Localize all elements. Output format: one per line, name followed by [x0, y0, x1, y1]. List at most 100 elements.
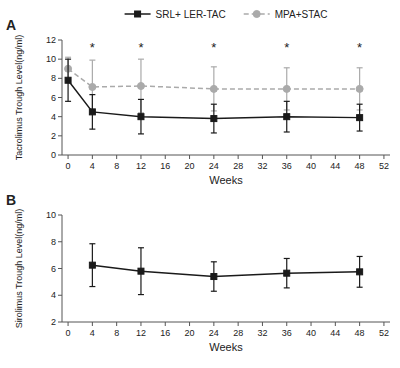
background — [0, 0, 400, 368]
x-tick — [383, 322, 384, 326]
y-tick — [58, 78, 62, 79]
x-tick-label: 24 — [209, 161, 219, 171]
error-bar — [89, 244, 95, 287]
point — [284, 270, 290, 276]
point — [356, 85, 363, 92]
plot-area — [65, 57, 364, 134]
x-tick — [383, 155, 384, 159]
point — [138, 114, 144, 120]
y-tick — [58, 116, 62, 117]
error-bar — [357, 104, 363, 131]
x-tick — [116, 155, 117, 159]
x-tick — [165, 155, 166, 159]
error-bar — [211, 67, 217, 111]
x-tick — [189, 155, 190, 159]
x-tick-label: 32 — [257, 161, 267, 171]
panel: 0481216202428323640444852246810WeeksSiro… — [6, 192, 390, 353]
x-axis-label: Weeks — [209, 174, 243, 186]
x-tick — [359, 155, 360, 159]
error-bar — [65, 59, 71, 101]
legend-marker — [253, 11, 260, 18]
y-axis-label: Sirolimus Trough Level(ng/ml) — [14, 209, 24, 329]
x-tick — [213, 155, 214, 159]
x-tick — [311, 155, 312, 159]
y-tick-label: 4 — [51, 290, 56, 300]
series — [65, 59, 363, 134]
legend-item: MPA+STAC — [244, 9, 328, 20]
point — [284, 114, 290, 120]
error-bar — [284, 258, 290, 287]
x-tick-label: 28 — [233, 328, 243, 338]
error-bar — [284, 101, 290, 132]
point — [89, 262, 95, 268]
x-tick-label: 4 — [90, 328, 95, 338]
legend-marker — [135, 11, 141, 17]
error-bar — [211, 262, 217, 291]
annotation: * — [90, 40, 95, 55]
x-tick-label: 4 — [90, 161, 95, 171]
x-tick-label: 48 — [355, 161, 365, 171]
y-tick-label: 10 — [46, 54, 56, 64]
x-tick — [335, 322, 336, 326]
point — [89, 109, 95, 115]
x-tick-label: 20 — [185, 161, 195, 171]
x-tick — [238, 322, 239, 326]
x-axis-label: Weeks — [209, 341, 243, 353]
y-tick — [58, 241, 62, 242]
y-tick — [58, 155, 62, 156]
x-tick-label: 36 — [282, 328, 292, 338]
y-tick-label: 2 — [51, 131, 56, 141]
x-tick-label: 44 — [330, 161, 340, 171]
x-tick-label: 28 — [233, 161, 243, 171]
x-tick — [335, 155, 336, 159]
x-tick — [262, 155, 263, 159]
panel-label: A — [6, 17, 16, 33]
y-tick — [58, 295, 62, 296]
point — [89, 83, 96, 90]
x-tick — [359, 322, 360, 326]
point — [138, 268, 144, 274]
y-tick-label: 12 — [46, 35, 56, 45]
x-tick-label: 32 — [257, 328, 267, 338]
annotation: * — [138, 40, 143, 55]
x-tick — [286, 155, 287, 159]
point — [210, 85, 217, 92]
error-bar — [357, 256, 363, 287]
x-tick — [140, 155, 141, 159]
panel-label: B — [6, 192, 16, 208]
y-tick-label: 8 — [51, 73, 56, 83]
x-tick — [213, 322, 214, 326]
error-bar — [138, 99, 144, 134]
legend-label: SRL+ LER-TAC — [156, 9, 226, 20]
y-tick-label: 6 — [51, 93, 56, 103]
y-tick — [58, 135, 62, 136]
point — [137, 83, 144, 90]
x-tick — [68, 155, 69, 159]
x-tick-label: 52 — [379, 161, 389, 171]
y-tick — [58, 97, 62, 98]
x-tick-label: 52 — [379, 328, 389, 338]
legend: SRL+ LER-TAC MPA+STAC — [125, 9, 328, 20]
x-tick — [286, 322, 287, 326]
y-tick-label: 2 — [51, 317, 56, 327]
point — [357, 269, 363, 275]
point — [357, 115, 363, 121]
plot-area — [89, 244, 362, 295]
annotation: * — [284, 40, 289, 55]
x-axis — [62, 322, 390, 323]
x-axis — [62, 155, 390, 156]
x-tick-label: 48 — [355, 328, 365, 338]
y-axis-label: Tacrolimus Trough Level(ng/ml) — [14, 35, 24, 161]
error-bar — [138, 248, 144, 295]
legend-label: MPA+STAC — [275, 9, 328, 20]
x-tick — [165, 322, 166, 326]
x-tick — [68, 322, 69, 326]
error-bar — [211, 104, 217, 133]
x-tick-label: 16 — [160, 161, 170, 171]
x-tick — [189, 322, 190, 326]
x-tick-label: 44 — [330, 328, 340, 338]
chart: 0481216202428323640444852024681012WeeksT… — [0, 0, 400, 368]
point — [283, 85, 290, 92]
x-tick-label: 40 — [306, 161, 316, 171]
x-tick — [116, 322, 117, 326]
